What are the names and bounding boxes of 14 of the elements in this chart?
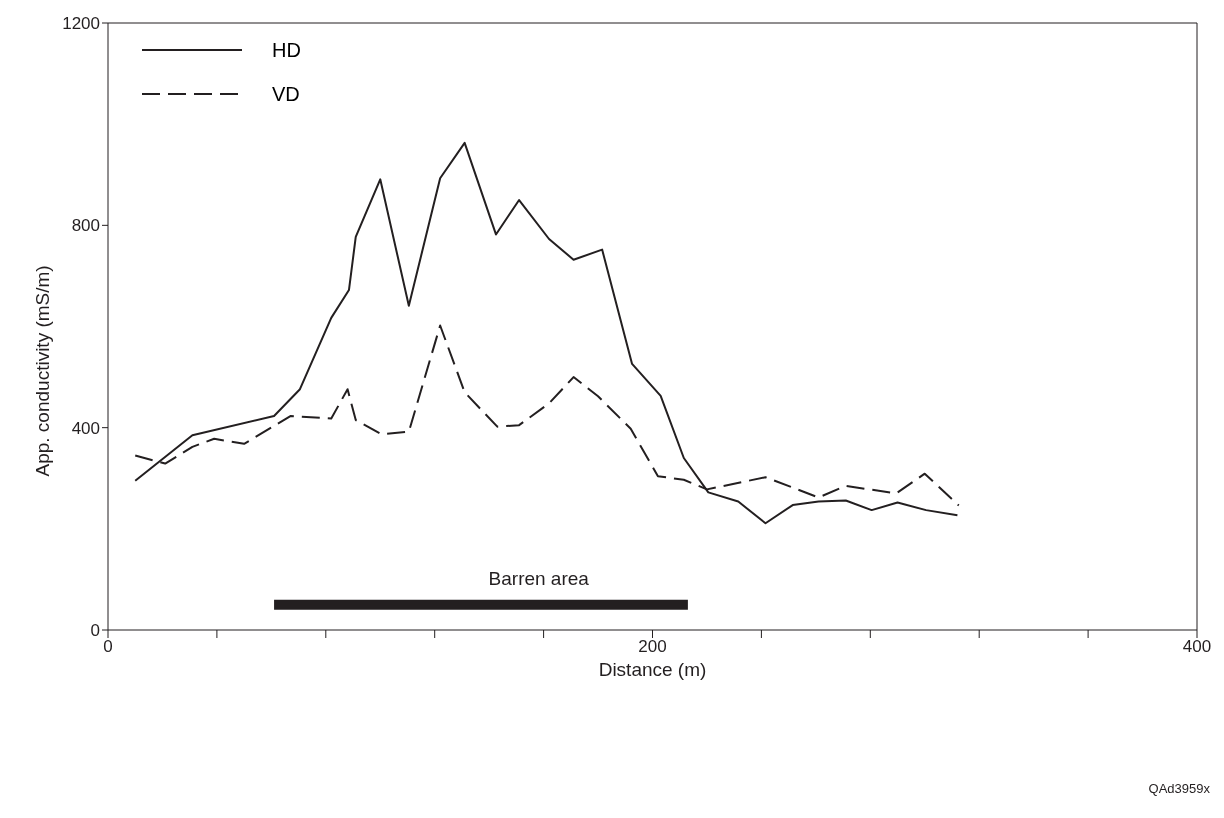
y-tick-label: 1200	[62, 14, 100, 34]
x-tick-label: 0	[103, 637, 113, 657]
y-axis-title: App. conductivity (mS/m)	[31, 265, 53, 477]
x-axis-title: Distance (m)	[598, 659, 707, 680]
x-tick-label: 400	[1182, 637, 1212, 657]
x-tick-label: 200	[638, 637, 667, 657]
y-tick-label: 400	[71, 418, 100, 438]
series-label: Barren area	[488, 567, 590, 589]
y-tick-label: 0	[90, 621, 100, 641]
legend-label: HD	[272, 38, 301, 62]
legend-label: VD	[272, 82, 300, 106]
line-series	[134, 141, 959, 525]
text: QAd3959x	[1148, 781, 1210, 796]
y-tick-label: 800	[71, 216, 100, 236]
